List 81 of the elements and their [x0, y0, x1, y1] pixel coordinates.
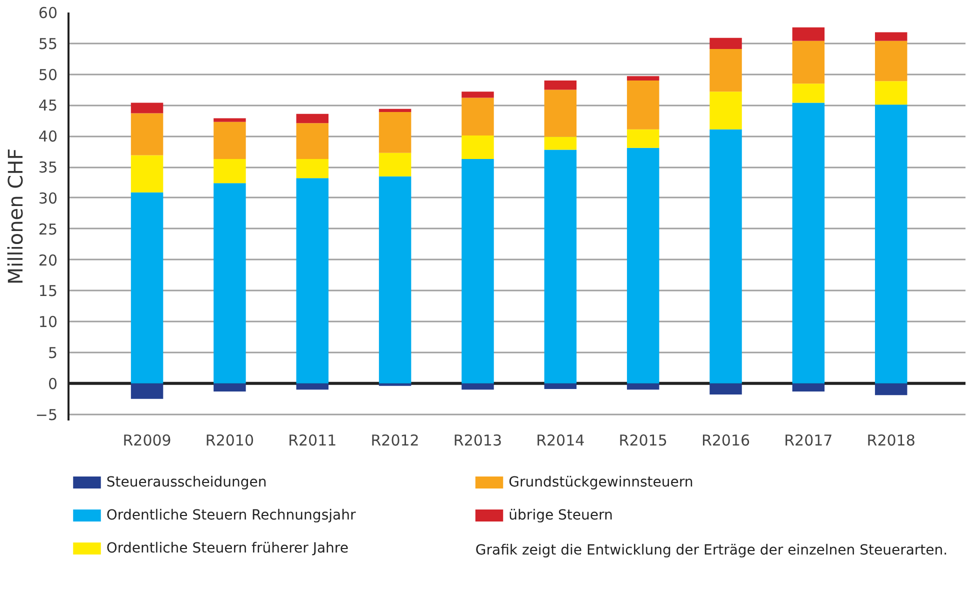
bar [626, 80, 660, 130]
bar [296, 123, 329, 160]
bar [544, 383, 577, 389]
bar [792, 84, 825, 103]
bar [378, 176, 412, 384]
bar [296, 178, 329, 384]
x-tick-label: R2014 [536, 432, 585, 450]
bar [792, 27, 825, 41]
x-tick-label: R2016 [701, 432, 750, 450]
bar [710, 48, 742, 92]
bar [462, 98, 494, 136]
bar [214, 118, 246, 122]
legend-label: übrige Steuern [508, 508, 613, 524]
y-tick-label: −5 [35, 406, 58, 424]
bar [378, 108, 412, 112]
bar [378, 112, 412, 153]
bar [792, 40, 825, 84]
bar [130, 155, 164, 192]
y-tick-label: 25 [38, 220, 58, 238]
text: Grafik zeigt die Entwicklung der Erträge der einzelnen Steuerarten. [475, 542, 948, 558]
bar [378, 383, 412, 386]
bar [214, 122, 246, 160]
bar [462, 92, 494, 98]
bar [626, 129, 660, 148]
bar [792, 102, 825, 384]
bar [544, 80, 577, 90]
bar [378, 152, 412, 176]
x-tick-label: R2009 [122, 432, 172, 450]
bar [214, 383, 246, 392]
legend-label: Steuerausscheidungen [106, 474, 267, 490]
bar [462, 383, 494, 390]
bar [130, 113, 164, 156]
y-tick-label: 35 [38, 158, 58, 177]
bar [214, 183, 246, 384]
y-tick-label: 5 [48, 344, 58, 362]
bar [130, 102, 164, 114]
bar [710, 383, 742, 395]
y-tick-label: 30 [38, 189, 58, 208]
y-tick-label: 40 [38, 128, 58, 146]
x-tick-label: R2010 [205, 432, 254, 450]
bar [462, 136, 494, 160]
bar [626, 76, 660, 80]
bar [874, 40, 908, 82]
x-tick-label: R2015 [618, 432, 668, 450]
bar [626, 148, 660, 384]
x-tick-label: R2017 [784, 432, 833, 450]
bar [544, 90, 577, 137]
y-tick-label: 50 [38, 66, 58, 84]
bar [874, 32, 908, 41]
legend-label: Ordentliche Steuern Rechnungsjahr [106, 508, 356, 524]
bar [874, 104, 908, 384]
bar [544, 150, 577, 384]
bar [130, 383, 164, 399]
bar [296, 114, 329, 124]
bar [874, 383, 908, 396]
bar [462, 159, 494, 384]
legend-label: Grundstückgewinnsteuern [508, 474, 694, 490]
bar [792, 383, 825, 392]
y-tick-label: 45 [38, 96, 58, 115]
y-axis-title: Millionen CHF [3, 148, 28, 285]
x-tick-label: R2012 [370, 432, 420, 450]
y-tick-label: 0 [48, 374, 58, 393]
bar [296, 383, 329, 390]
bar [874, 81, 908, 105]
y-tick-label: 55 [38, 34, 58, 53]
y-tick-label: 60 [38, 4, 58, 22]
bar [710, 38, 742, 49]
x-tick-label: R2011 [288, 432, 337, 450]
y-tick-label: 15 [38, 282, 58, 300]
bar [544, 136, 577, 150]
bar [130, 192, 164, 384]
bar [296, 159, 329, 178]
bar [710, 129, 742, 384]
y-tick-label: 10 [38, 313, 58, 332]
bar [710, 92, 742, 130]
y-tick-label: 20 [38, 251, 58, 270]
x-tick-label: R2018 [866, 432, 916, 450]
bar [626, 383, 660, 390]
legend-label: Ordentliche Steuern früherer Jahre [106, 540, 348, 556]
bar [214, 159, 246, 184]
x-tick-label: R2013 [453, 432, 502, 450]
